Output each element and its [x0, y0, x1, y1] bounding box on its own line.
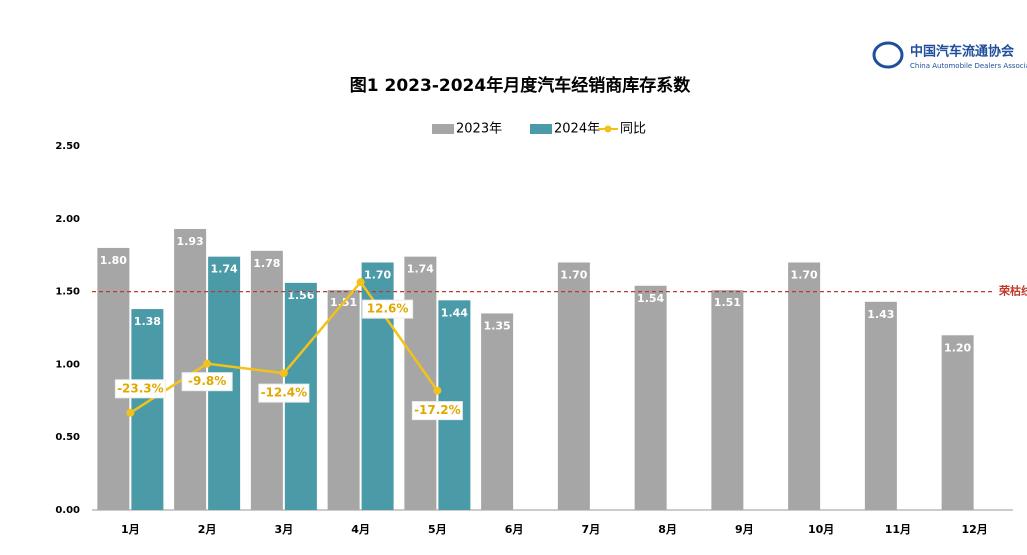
y-tick-label: 2.50: [55, 141, 80, 152]
data-label: -17.2%: [414, 403, 461, 417]
x-tick-label: 9月: [735, 523, 754, 536]
x-tick-label: 6月: [505, 523, 524, 536]
data-label: 1.70: [791, 268, 818, 281]
y-tick-label: 1.50: [55, 287, 80, 298]
x-tick-label: 4月: [351, 523, 370, 536]
y-tick-label: 2.00: [55, 214, 80, 225]
data-label: 1.93: [177, 235, 204, 248]
line-point: [279, 369, 288, 378]
brand-english: China Automobile Dealers Association: [910, 62, 1027, 70]
legend-label: 2024年: [554, 122, 600, 137]
line-point: [126, 408, 135, 417]
data-label: 1.38: [134, 315, 161, 328]
data-label: 1.56: [287, 289, 314, 302]
line-point: [203, 359, 212, 368]
data-label: 1.35: [484, 319, 511, 332]
data-label: 1.20: [944, 341, 971, 354]
bar: [327, 290, 360, 510]
x-tick-label: 7月: [582, 523, 601, 536]
data-label-box: [181, 372, 233, 392]
data-label: -12.4%: [261, 386, 308, 400]
y-tick-label: 0.00: [55, 505, 80, 516]
data-label-box: [258, 383, 310, 403]
data-label-box: [362, 299, 414, 319]
line-point: [433, 386, 442, 395]
data-label: 1.44: [441, 306, 468, 319]
bar: [481, 313, 514, 510]
bar: [97, 247, 130, 511]
reference-label: 荣枯线: [998, 284, 1027, 298]
line-point: [356, 278, 365, 287]
x-tick-label: 2月: [198, 523, 217, 536]
bar: [941, 335, 974, 510]
bar: [361, 262, 394, 510]
x-tick-label: 5月: [428, 523, 447, 536]
y-tick-label: 1.00: [55, 359, 80, 370]
data-label: 1.70: [364, 268, 391, 281]
data-label-box: [411, 401, 463, 421]
legend-label: 同比: [620, 122, 646, 137]
brand-name: 中国汽车流通协会: [910, 44, 1015, 60]
x-tick-label: 10月: [808, 523, 834, 536]
bar: [634, 285, 667, 510]
x-tick-label: 1月: [121, 523, 140, 536]
bar: [250, 250, 283, 510]
x-tick-label: 8月: [658, 523, 677, 536]
bar: [174, 228, 207, 510]
brand-logo: [872, 41, 904, 69]
bar: [557, 262, 590, 510]
bar: [788, 262, 821, 510]
data-label: 1.80: [100, 254, 127, 267]
data-label-box: [114, 379, 166, 399]
data-label: 1.78: [253, 257, 280, 270]
x-tick-label: 11月: [885, 523, 911, 536]
data-label: 1.70: [560, 268, 587, 281]
legend-swatch: [432, 124, 454, 134]
legend-swatch: [530, 124, 552, 134]
data-label: 1.51: [714, 296, 741, 309]
data-label: -9.8%: [188, 374, 226, 388]
data-label: 1.74: [407, 263, 434, 276]
bar: [711, 290, 744, 510]
data-label: -23.3%: [117, 381, 164, 395]
data-label: 12.6%: [367, 302, 409, 316]
data-label: 1.74: [211, 263, 238, 276]
bar: [864, 301, 897, 510]
legend-label: 2023年: [456, 122, 502, 137]
y-tick-label: 0.50: [55, 432, 80, 443]
x-tick-label: 12月: [961, 523, 987, 536]
data-label: 1.54: [637, 292, 664, 305]
x-tick-label: 3月: [275, 523, 294, 536]
chart-title: 图1 2023-2024年月度汽车经销商库存系数: [350, 75, 691, 96]
legend-swatch: [604, 125, 612, 133]
data-label: 1.43: [867, 308, 894, 321]
